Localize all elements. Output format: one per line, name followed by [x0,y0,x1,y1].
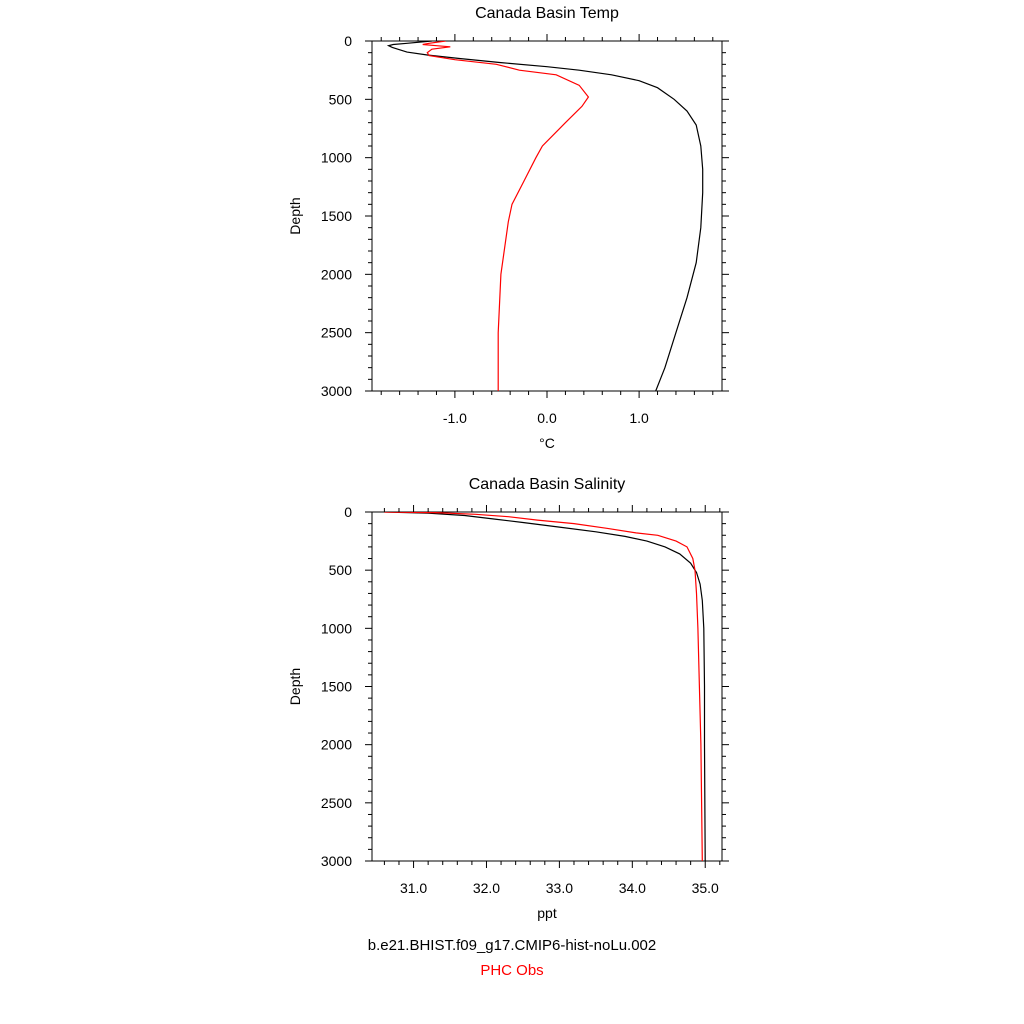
x-tick-label: 32.0 [473,880,500,896]
y-tick-label: 2000 [321,737,352,753]
model-series-line [384,512,706,861]
y-tick-label: 0 [344,504,352,520]
obs-series-line [422,41,590,391]
x-axis-label: °C [539,435,555,451]
y-tick-label: 2500 [321,325,352,341]
x-tick-label: -1.0 [443,410,467,426]
y-tick-label: 1000 [321,620,352,636]
x-tick-label: 0.0 [537,410,557,426]
chart-title: Canada Basin Salinity [469,476,626,493]
y-tick-label: 500 [329,91,353,107]
temperature-panel: Canada Basin Temp 0 500 1000 1500 2000 2500 300… [287,5,729,451]
x-tick-label: 33.0 [546,880,573,896]
y-tick-label: 3000 [321,383,352,399]
x-tick-label: 31.0 [400,880,427,896]
y-axis-label: Depth [287,197,303,234]
model-legend-label: b.e21.BHIST.f09_g17.CMIP6-hist-noLu.002 [0,937,1024,954]
x-tick-label: 1.0 [629,410,649,426]
y-tick-label: 3000 [321,853,352,869]
plot-frame [371,511,723,862]
x-tick-label: 34.0 [619,880,646,896]
y-axis-label: Depth [287,668,303,705]
x-tick-label: 35.0 [692,880,719,896]
y-tick-label: 1000 [321,150,352,166]
plot-frame [371,40,723,392]
y-tick-label: 1500 [321,679,352,695]
obs-series-line [384,512,703,861]
x-axis-label: ppt [537,905,557,921]
y-tick-label: 0 [344,33,352,49]
model-series-line [386,41,704,391]
salinity-panel: Canada Basin Salinity 0 500 1000 1500 2000 250… [287,476,729,921]
model-legend-text: b.e21.BHIST.f09_g17.CMIP6-hist-noLu.002 [367,937,657,954]
chart-title: Canada Basin Temp [475,5,619,22]
obs-legend-label: PHC Obs [0,962,1024,979]
y-tick-label: 2000 [321,266,352,282]
y-tick-label: 2500 [321,795,352,811]
obs-legend-text: PHC Obs [480,962,544,979]
y-tick-label: 500 [329,562,353,578]
y-tick-label: 1500 [321,208,352,224]
